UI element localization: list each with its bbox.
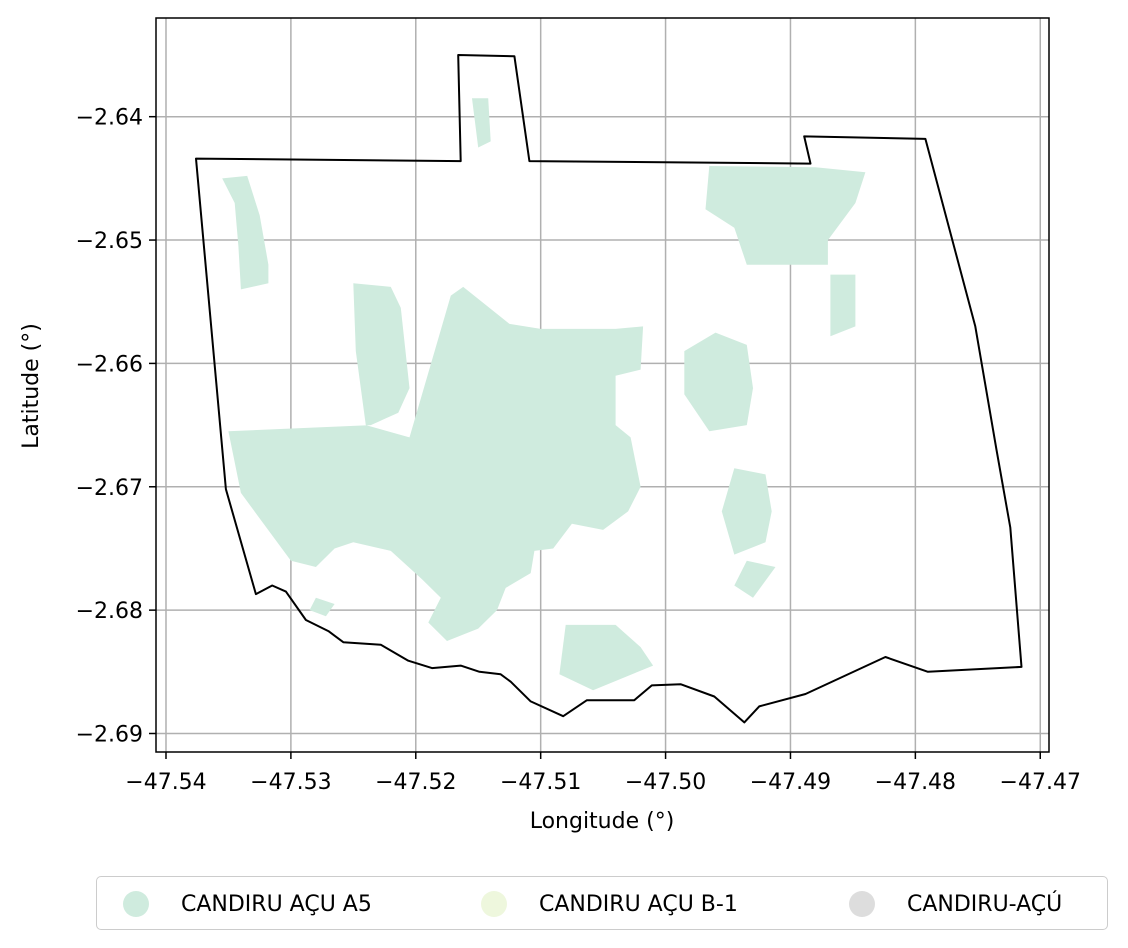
region-a5 <box>830 274 856 337</box>
y-tick-label: −2.69 <box>76 722 143 747</box>
region-a5 <box>734 560 776 598</box>
region-a5 <box>228 283 644 641</box>
region-a5 <box>559 624 654 691</box>
y-tick-label: −2.68 <box>76 599 143 624</box>
legend-item-b1: CANDIRU AÇU B-1 <box>481 877 738 931</box>
legend-label-a5: CANDIRU AÇU A5 <box>181 891 372 917</box>
x-tick-label: −47.51 <box>500 770 581 795</box>
x-tick-label: −47.53 <box>250 770 331 795</box>
legend-marker-a5 <box>123 891 149 917</box>
legend: CANDIRU AÇU A5 CANDIRU AÇU B-1 CANDIRU-A… <box>96 876 1108 930</box>
legend-item-candiru-acu: CANDIRU-AÇÚ <box>849 877 1062 931</box>
legend-marker-candiru-acu <box>849 891 875 917</box>
y-tick-label: −2.64 <box>76 106 143 131</box>
x-tick-label: −47.49 <box>750 770 831 795</box>
y-tick-label: −2.67 <box>76 476 143 501</box>
axis-ticks: −47.54 −47.53 −47.52 −47.51 −47.50 −47.49 −47.… <box>76 106 1081 795</box>
region-a5 <box>684 332 753 432</box>
x-tick-label: −47.50 <box>625 770 706 795</box>
field-boundary <box>195 54 1023 724</box>
region-a5 <box>222 175 269 290</box>
x-tick-label: −47.52 <box>375 770 456 795</box>
plot-frame <box>155 17 1050 753</box>
y-tick-label: −2.65 <box>76 229 143 254</box>
region-a5 <box>472 98 491 148</box>
region-a5 <box>705 166 866 265</box>
legend-label-b1: CANDIRU AÇU B-1 <box>539 891 738 917</box>
legend-marker-b1 <box>481 891 507 917</box>
y-tick-label: −2.66 <box>76 352 143 377</box>
legend-item-a5: CANDIRU AÇU A5 <box>123 877 372 931</box>
region-a5 <box>309 597 335 617</box>
x-tick-label: −47.54 <box>125 770 206 795</box>
legend-label-candiru-acu: CANDIRU-AÇÚ <box>907 891 1063 917</box>
y-axis-label: Latitude (°) <box>19 323 44 449</box>
x-tick-label: −47.47 <box>1000 770 1081 795</box>
region-a5 <box>721 468 772 555</box>
region-polygons <box>222 98 866 691</box>
x-axis-label: Longitude (°) <box>530 809 675 834</box>
boundary-outline <box>195 54 1023 724</box>
x-tick-label: −47.48 <box>875 770 956 795</box>
